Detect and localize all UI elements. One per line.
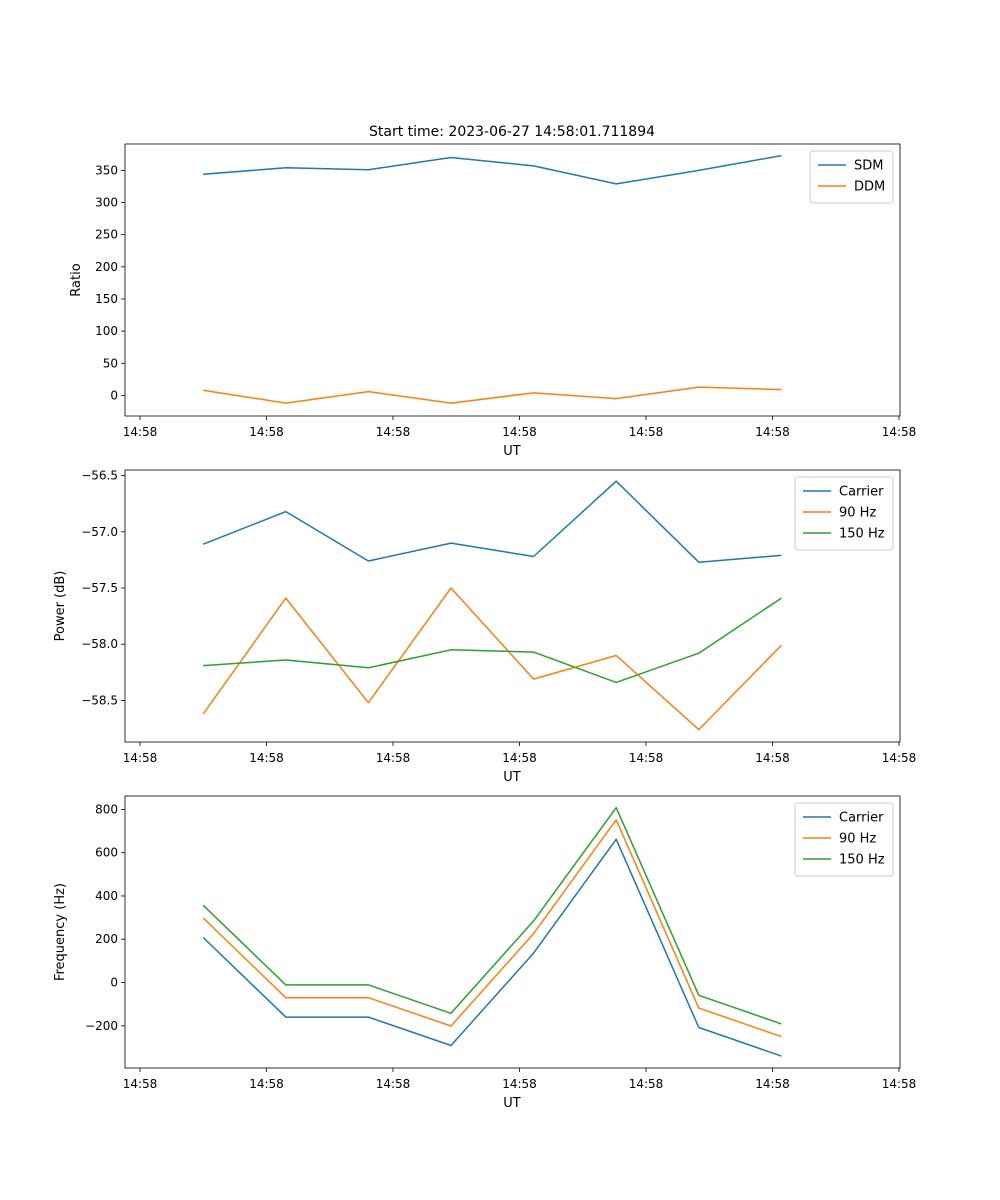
x-tick-label: 14:58 <box>755 751 790 765</box>
legend-label: Carrier <box>839 485 884 500</box>
legend: SDM DDM <box>809 150 894 204</box>
y-tick-label: 200 <box>95 932 118 946</box>
chart-panel-3: −200 0 200 400 600 800 14:58 14:58 14:58 14:58 14:… <box>53 795 917 1111</box>
y-axis-label: Power (dB) <box>53 571 68 642</box>
y-tick-label: 600 <box>95 846 118 860</box>
series-line-2-1 <box>202 480 782 563</box>
x-axis-label: UT <box>503 770 521 785</box>
x-tick-label: 14:58 <box>502 751 537 765</box>
legend-label: 150 Hz <box>839 853 885 868</box>
y-tick-label: −58.5 <box>81 693 118 707</box>
legend-label: 90 Hz <box>839 832 876 847</box>
x-tick-label: 14:58 <box>629 1077 664 1091</box>
y-tick-label: 200 <box>95 260 118 274</box>
chart-panel-2: −58.5 −58.0 −57.5 −57.0 −56.5 14:58 14:58 14:58… <box>53 469 917 785</box>
x-axis-label: UT <box>503 444 521 459</box>
series-line-3-2 <box>202 819 782 1038</box>
x-tick-label: 14:58 <box>376 751 411 765</box>
x-tick-label: 14:58 <box>882 751 917 765</box>
legend-label: SDM <box>854 159 883 174</box>
series-line-2-3 <box>203 597 782 684</box>
y-tick-label: 100 <box>95 324 118 338</box>
y-tick-label: 0 <box>110 388 118 402</box>
x-tick-label: 14:58 <box>376 1077 411 1091</box>
x-axis-label: UT <box>503 1096 521 1111</box>
legend: Carrier 90 Hz 150 Hz <box>794 802 894 877</box>
y-tick-label: 400 <box>95 889 118 903</box>
y-tick-label: −57.0 <box>81 525 118 539</box>
y-tick-label: −57.5 <box>81 581 118 595</box>
chart-panel-1: 0 50 100 150 200 250 300 350 14:58 14:58 14:58 14:5… <box>69 143 917 459</box>
legend-label: Carrier <box>839 811 884 826</box>
x-tick-label: 14:58 <box>123 1077 158 1091</box>
y-tick-label: 300 <box>95 196 118 210</box>
x-tick-label: 14:58 <box>755 425 790 439</box>
x-tick-label: 14:58 <box>376 425 411 439</box>
y-tick-label: −56.5 <box>81 469 118 483</box>
legend-frame <box>809 150 894 204</box>
series-line-3-1 <box>202 838 782 1057</box>
x-tick-label: 14:58 <box>755 1077 790 1091</box>
legend-label: DDM <box>854 180 885 195</box>
y-tick-label: 50 <box>103 356 118 370</box>
legend-label: 90 Hz <box>839 506 876 521</box>
x-tick-label: 14:58 <box>502 1077 537 1091</box>
x-tick-label: 14:58 <box>249 751 284 765</box>
y-axis-label: Ratio <box>69 263 84 296</box>
series-line-3-3 <box>202 806 782 1025</box>
x-tick-label: 14:58 <box>502 425 537 439</box>
series-line-1-1 <box>203 154 782 185</box>
y-tick-label: 0 <box>110 976 118 990</box>
x-tick-label: 14:58 <box>629 751 664 765</box>
series-line-1-2 <box>203 386 782 404</box>
legend-label: 150 Hz <box>839 527 885 542</box>
y-tick-label: 350 <box>95 163 118 177</box>
y-axis-label: Frequency (Hz) <box>53 883 68 981</box>
y-tick-label: 250 <box>95 228 118 242</box>
series-line-2-2 <box>202 587 782 731</box>
y-tick-label: −200 <box>85 1019 118 1033</box>
x-tick-label: 14:58 <box>249 425 284 439</box>
x-tick-label: 14:58 <box>882 1077 917 1091</box>
y-tick-label: −58.0 <box>81 637 118 651</box>
figure-title: Start time: 2023-06-27 14:58:01.711894 <box>369 124 655 140</box>
x-tick-label: 14:58 <box>882 425 917 439</box>
axes-frame <box>124 795 901 1069</box>
legend: Carrier 90 Hz 150 Hz <box>794 476 894 551</box>
axes-frame <box>124 469 901 743</box>
x-tick-label: 14:58 <box>123 751 158 765</box>
y-tick-label: 150 <box>95 292 118 306</box>
x-tick-label: 14:58 <box>629 425 664 439</box>
y-tick-label: 800 <box>95 802 118 816</box>
legend-frame <box>794 802 894 877</box>
x-tick-label: 14:58 <box>123 425 158 439</box>
axes-frame <box>124 143 901 417</box>
x-tick-label: 14:58 <box>249 1077 284 1091</box>
legend-frame <box>794 476 894 551</box>
